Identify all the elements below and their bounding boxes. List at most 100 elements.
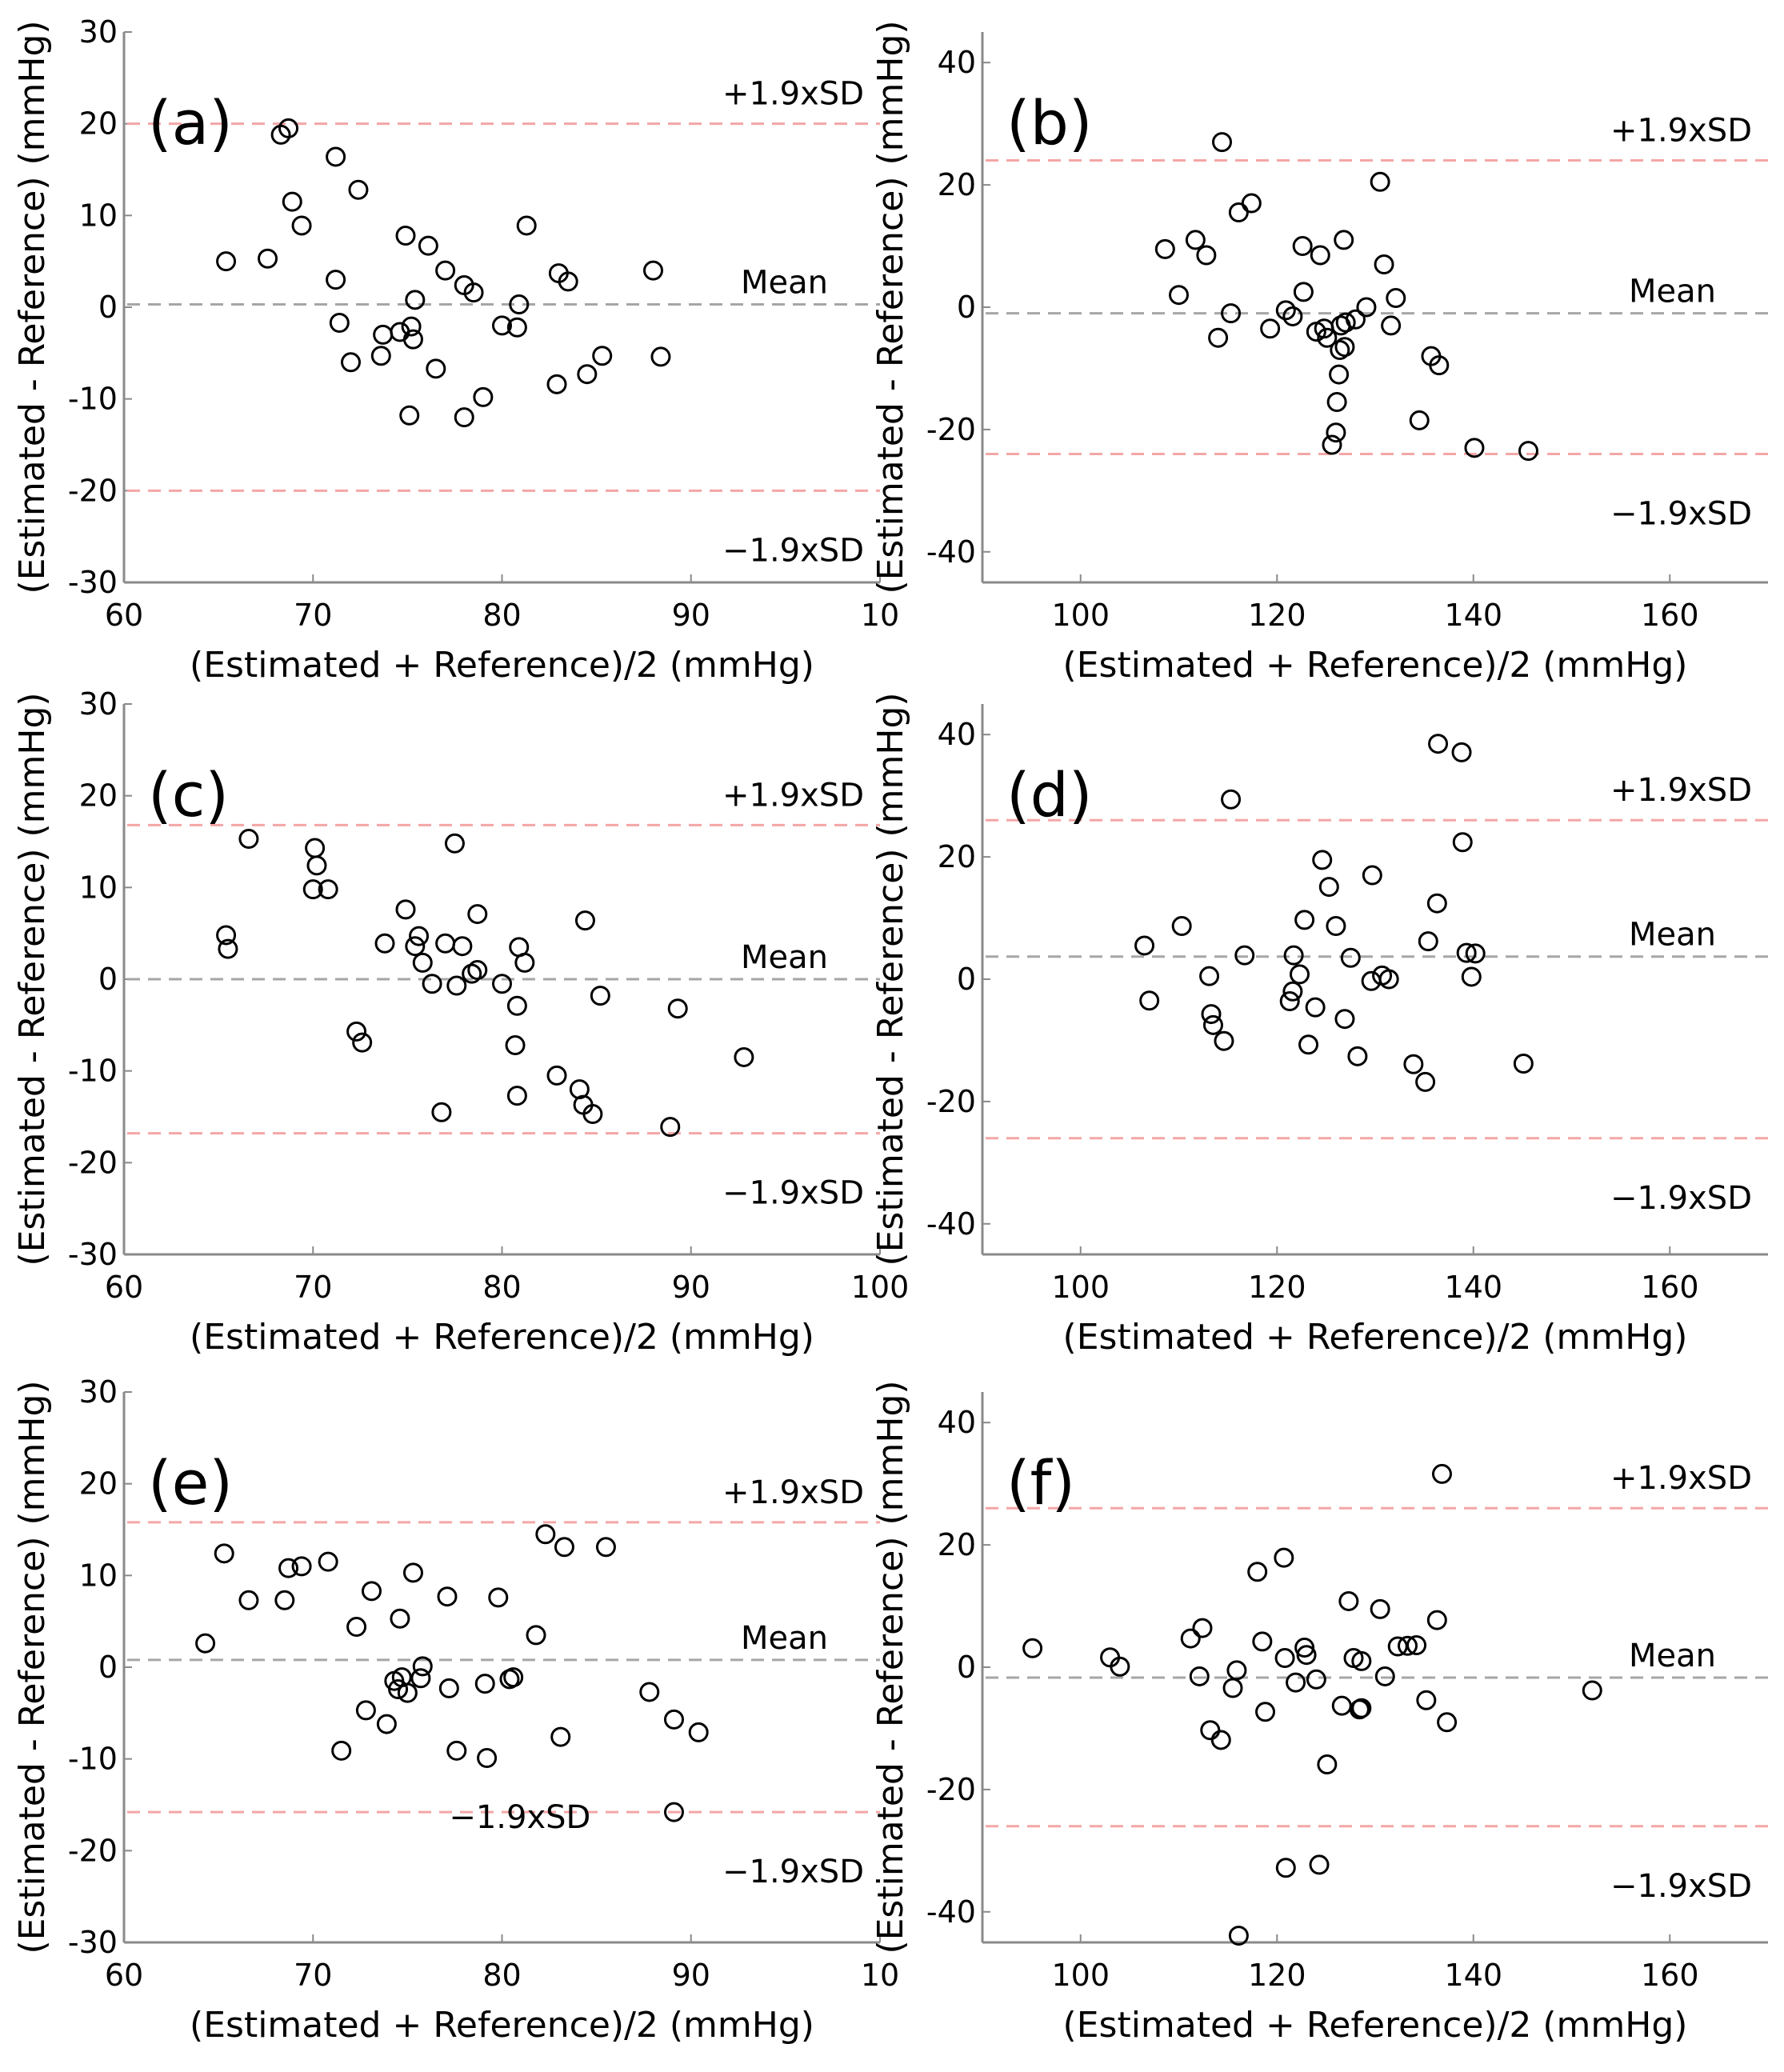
data-point: [1582, 1680, 1602, 1701]
data-point: [592, 346, 613, 366]
data-point: [374, 933, 395, 954]
x-axis-title: (Estimated + Reference)/2 (mmHg): [1063, 2005, 1688, 2046]
data-point: [214, 1543, 234, 1564]
lower-limit-label: −1.9xSD: [722, 532, 864, 569]
data-point: [274, 1590, 295, 1610]
data-point: [238, 829, 259, 850]
data-point: [1340, 947, 1361, 968]
upper-limit-label: +1.9xSD: [722, 777, 864, 814]
data-point: [1335, 312, 1356, 333]
data-point: [1456, 942, 1477, 963]
data-point: [373, 324, 394, 345]
data-point: [577, 364, 598, 385]
y-axis-title: (Estimated - Reference) (mmHg): [12, 692, 53, 1266]
y-tick-label: -10: [68, 382, 118, 417]
data-point: [410, 1668, 431, 1689]
data-point: [1386, 288, 1406, 309]
data-point: [409, 926, 430, 946]
y-tick-label: 20: [938, 839, 976, 874]
data-point: [305, 838, 326, 858]
y-tick-label: 20: [938, 167, 976, 202]
data-point: [1212, 132, 1233, 153]
data-point: [355, 1700, 376, 1721]
data-point: [574, 910, 595, 931]
data-point: [1518, 441, 1538, 462]
data-point: [302, 879, 323, 900]
y-tick-label: 0: [98, 1650, 118, 1685]
data-point: [452, 936, 473, 957]
data-point: [554, 1537, 574, 1558]
y-tick-label: 20: [938, 1527, 976, 1562]
y-tick-label: 0: [957, 1650, 976, 1685]
data-point: [590, 986, 610, 1006]
data-point: [546, 1065, 567, 1086]
data-point: [390, 322, 410, 342]
data-point: [734, 1046, 754, 1067]
data-point: [401, 316, 422, 337]
data-point: [1403, 1054, 1424, 1074]
data-point: [412, 952, 433, 973]
data-point: [1199, 966, 1220, 986]
data-point: [435, 260, 456, 281]
data-point: [405, 936, 426, 957]
data-point: [1180, 1628, 1201, 1649]
data-point: [341, 352, 361, 373]
data-point: [474, 1674, 495, 1694]
data-point: [535, 1524, 556, 1545]
data-point: [516, 215, 537, 236]
x-tick-label: 160: [1641, 1958, 1699, 1993]
data-point: [1461, 966, 1482, 987]
data-point: [1296, 1645, 1317, 1666]
x-tick-label: 80: [482, 1958, 521, 1993]
data-point: [467, 960, 488, 981]
data-point: [506, 1086, 527, 1106]
data-point: [444, 833, 465, 854]
data-point: [282, 191, 302, 212]
x-tick-label: 100: [1051, 1270, 1110, 1305]
y-tick-label: -20: [926, 412, 976, 447]
data-point: [326, 146, 346, 167]
data-point: [1351, 1698, 1372, 1718]
data-point: [1169, 285, 1189, 306]
data-point: [1221, 789, 1242, 810]
data-point: [1317, 327, 1338, 348]
data-point: [1465, 943, 1486, 964]
data-point: [1274, 1547, 1294, 1568]
y-tick-label: 30: [79, 686, 118, 722]
data-point: [1356, 297, 1377, 318]
data-point: [1329, 364, 1350, 385]
data-point: [650, 346, 671, 367]
data-point: [1418, 931, 1438, 952]
data-point: [1289, 964, 1310, 985]
data-point: [402, 1562, 423, 1583]
data-point: [1274, 1648, 1295, 1669]
data-point: [1331, 1695, 1352, 1716]
data-point: [1451, 742, 1472, 762]
upper-limit-label: +1.9xSD: [722, 76, 864, 113]
data-point: [1210, 1730, 1231, 1750]
data-point: [397, 1682, 418, 1703]
data-point: [492, 315, 512, 336]
panel-label: (a): [148, 87, 233, 158]
data-point: [550, 1726, 571, 1747]
y-tick-label: -20: [68, 1833, 118, 1868]
panel-f: -40 -20 0 20 40 100 120 140 160 (Estimated + Refe…: [870, 1380, 1768, 2046]
data-point: [558, 271, 578, 292]
data-point: [1310, 245, 1330, 266]
data-point: [1292, 236, 1313, 257]
data-point: [1334, 1009, 1355, 1030]
data-point: [422, 974, 442, 994]
y-tick-label: 30: [79, 1374, 118, 1410]
data-point: [663, 1709, 684, 1730]
y-tick-label: 20: [79, 106, 118, 142]
data-point: [1326, 391, 1347, 412]
data-point: [1370, 171, 1390, 192]
data-point: [582, 1104, 603, 1125]
data-point: [1426, 893, 1447, 914]
data-point: [1312, 850, 1333, 870]
data-point: [688, 1722, 709, 1742]
panel-label: (b): [1006, 87, 1093, 158]
data-point: [1322, 434, 1342, 455]
x-tick-label: 80: [482, 598, 521, 633]
data-point: [1154, 238, 1175, 259]
